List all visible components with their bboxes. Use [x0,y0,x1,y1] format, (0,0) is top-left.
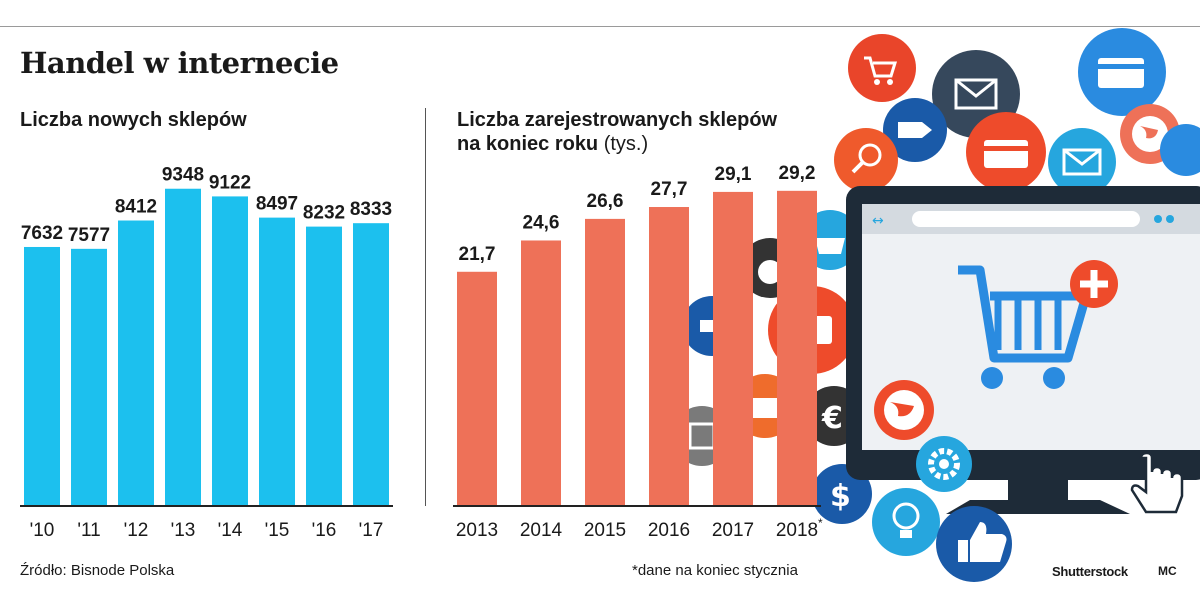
left-bar-4 [212,196,248,506]
right-tick-label-1: 2014 [520,520,563,541]
right-value-label-2: 26,6 [587,191,624,212]
right-tick-label-2: 2015 [584,520,626,541]
right-tick-label-0: 2013 [456,520,498,541]
left-bar-7 [353,223,389,506]
left-bar-0 [24,246,60,506]
right-value-label-1: 24,6 [523,212,560,233]
left-bar-6 [306,226,342,507]
right-value-label-0: 21,7 [459,244,496,265]
left-bar-1 [71,248,107,506]
right-value-label-5: 29,2 [779,163,816,184]
footnote-asterisk: * [818,516,823,530]
left-chart-subtitle: Liczba nowych sklepów [20,109,247,131]
left-value-label-3: 9348 [162,165,204,186]
chart-separator [425,108,426,506]
left-tick-label-1: '11 [77,520,100,541]
right-value-label-3: 27,7 [651,179,688,200]
left-value-label-4: 9122 [209,172,251,193]
left-value-label-0: 7632 [21,223,63,244]
right-subtitle-line1: Liczba zarejestrowanych sklepów [457,109,778,131]
left-value-label-2: 8412 [115,197,157,218]
left-value-label-5: 8497 [256,194,298,215]
left-tick-label-6: '16 [312,520,337,541]
image-credit: Shutterstock [1052,564,1128,579]
left-value-label-1: 7577 [68,225,110,246]
right-bar-4 [713,191,753,506]
left-bar-5 [259,217,295,506]
right-tick-label-4: 2017 [712,520,754,541]
left-tick-label-3: '13 [171,520,196,541]
author-initials: MC [1158,564,1177,578]
page-title: Handel w internecie [20,46,339,80]
right-value-label-4: 29,1 [715,164,752,185]
right-bar-3 [649,207,689,506]
left-bar-2 [118,220,154,506]
left-tick-label-2: '12 [124,520,149,541]
left-bar-3 [165,188,201,506]
right-chart-subtitle: Liczba zarejestrowanych sklepów na konie… [457,108,777,156]
right-tick-label-3: 2016 [648,520,690,541]
left-tick-label-4: '14 [218,520,243,541]
right-tick-label-5: 2018 [776,520,818,541]
left-value-label-6: 8232 [303,203,345,224]
left-tick-label-5: '15 [265,520,290,541]
left-value-label-7: 8333 [350,199,392,220]
left-tick-label-0: '10 [30,520,55,541]
right-bar-2 [585,218,625,506]
right-bar-5 [777,190,817,507]
footnote-text: *dane na koniec stycznia [632,562,798,579]
right-subtitle-line2: na koniec roku [457,133,599,155]
left-tick-label-7: '17 [359,520,384,541]
source-note: Źródło: Bisnode Polska [20,562,175,579]
right-bar-1 [521,240,561,506]
right-bar-0 [457,271,497,506]
right-subtitle-unit: (tys.) [603,133,649,155]
top-rule [0,26,1200,27]
